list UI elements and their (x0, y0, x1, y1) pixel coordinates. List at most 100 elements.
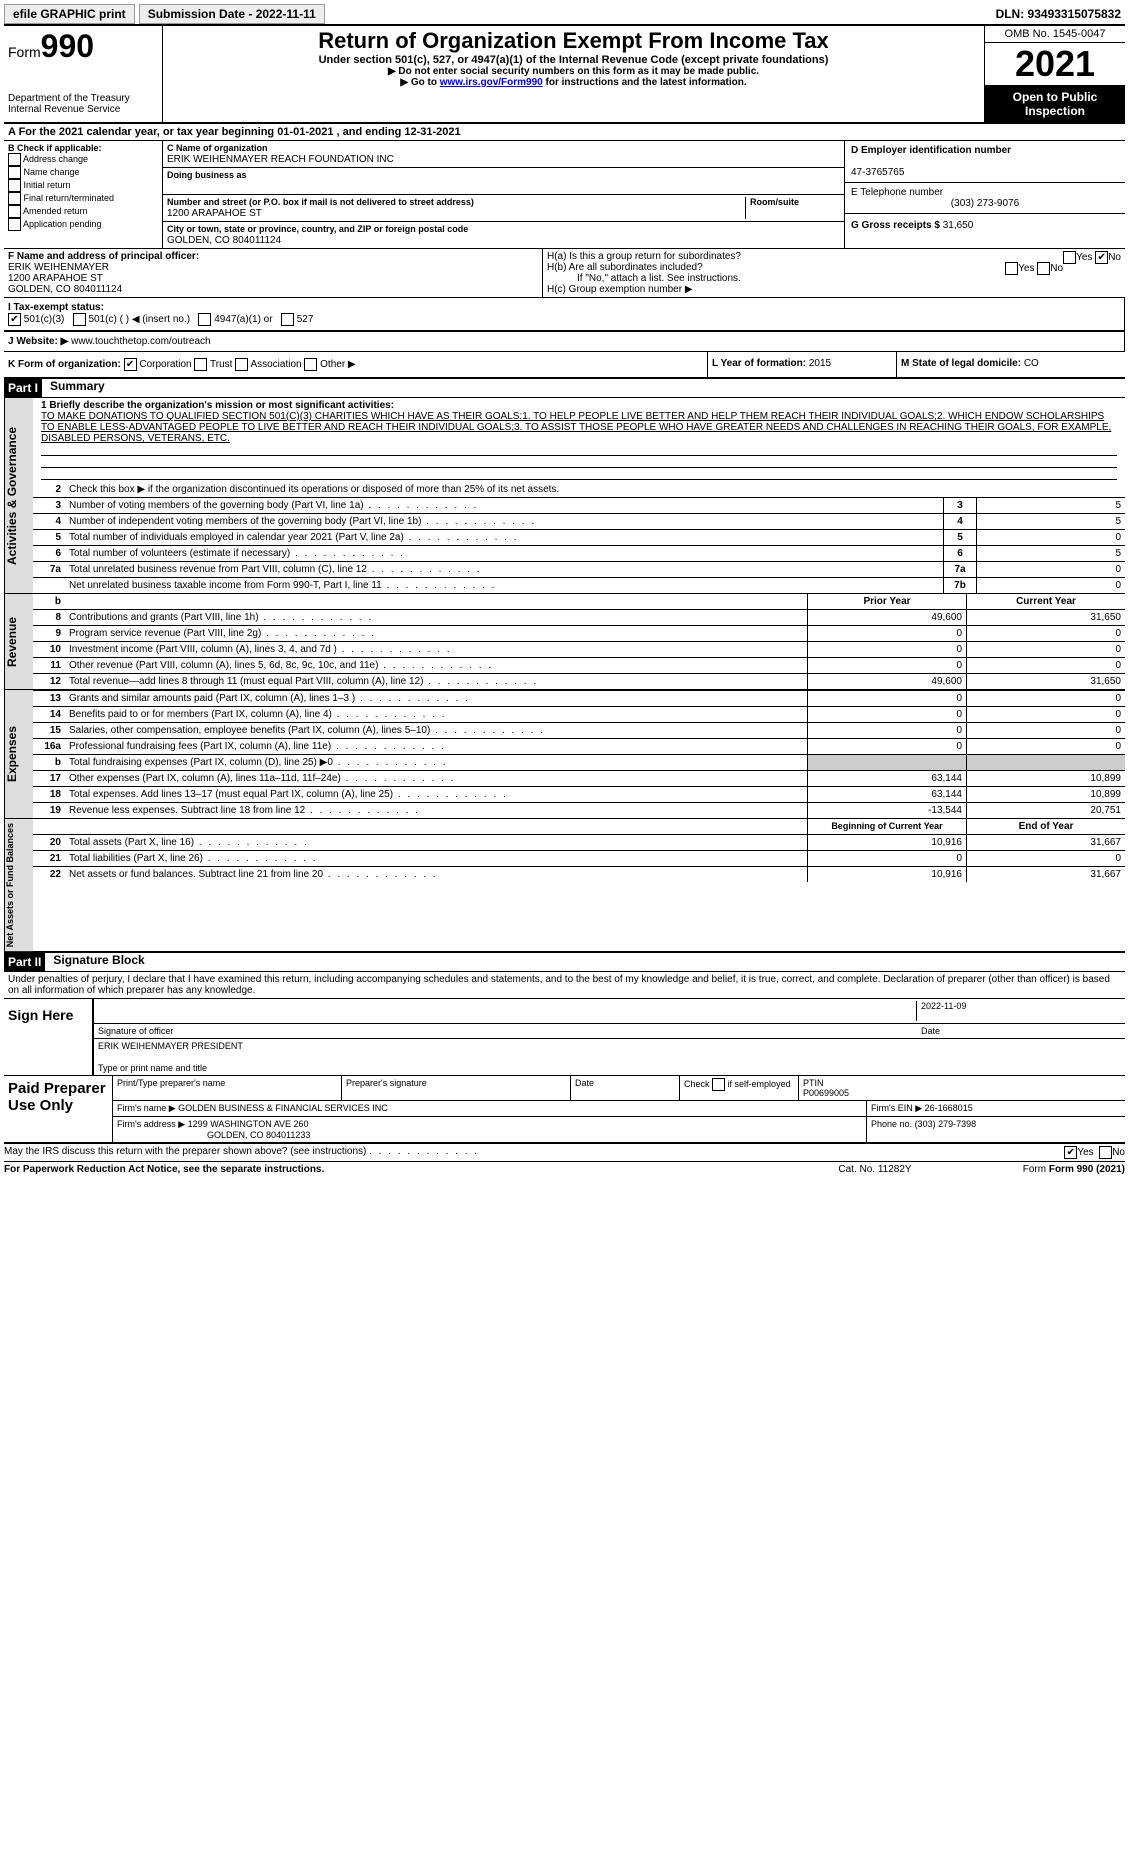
website-value: www.touchthetop.com/outreach (71, 336, 211, 347)
street-address: 1200 ARAPAHOE ST (167, 208, 262, 219)
firm-addr-1: 1299 WASHINGTON AVE 260 (188, 1119, 309, 1129)
dept-label: Department of the Treasury (8, 93, 158, 104)
prep-date-header: Date (571, 1076, 680, 1100)
discuss-label: May the IRS discuss this return with the… (4, 1146, 366, 1157)
box-c: C Name of organization ERIK WEIHENMAYER … (163, 141, 844, 248)
domicile-value: CO (1024, 358, 1039, 369)
summary-row: 5Total number of individuals employed in… (33, 529, 1125, 545)
row-i: I Tax-exempt status: 501(c)(3) 501(c) ( … (4, 298, 1125, 332)
firm-name-value: GOLDEN BUSINESS & FINANCIAL SERVICES INC (178, 1103, 388, 1113)
501c-checkbox[interactable] (73, 313, 86, 326)
financial-row: 11Other revenue (Part VIII, column (A), … (33, 657, 1125, 673)
irs-link[interactable]: www.irs.gov/Form990 (440, 77, 543, 88)
ein-label: D Employer identification number (851, 145, 1011, 156)
row-klm: K Form of organization: Corporation Trus… (4, 352, 1125, 379)
prep-sig-header: Preparer's signature (342, 1076, 571, 1100)
officer-label: F Name and address of principal officer: (8, 251, 199, 262)
part-2-title: Signature Block (45, 953, 144, 971)
header-right: OMB No. 1545-0047 2021 Open to Public In… (984, 26, 1125, 122)
financial-row: 12Total revenue—add lines 8 through 11 (… (33, 673, 1125, 689)
part-1-header: Part I Summary (4, 379, 1125, 398)
dln-label: DLN: 93493315075832 (996, 7, 1125, 21)
box-b-checkbox[interactable] (8, 205, 21, 218)
box-b-checkbox[interactable] (8, 179, 21, 192)
activities-side-label: Activities & Governance (4, 398, 33, 593)
mission-text: TO MAKE DONATIONS TO QUALIFIED SECTION 5… (41, 411, 1111, 444)
part-2-num: Part II (4, 953, 45, 971)
submission-button[interactable]: Submission Date - 2022-11-11 (139, 4, 325, 24)
box-b-checkbox[interactable] (8, 166, 21, 179)
sig-officer-label: Signature of officer (98, 1026, 921, 1036)
financial-row: 19Revenue less expenses. Subtract line 1… (33, 802, 1125, 818)
name-label: C Name of organization (167, 143, 268, 153)
firm-ein-value: 26-1668015 (925, 1103, 973, 1113)
discuss-yes-checkbox[interactable] (1064, 1146, 1077, 1159)
row-j: J Website: ▶ www.touchthetop.com/outreac… (4, 332, 1125, 352)
netassets-section: Net Assets or Fund Balances Beginning of… (4, 819, 1125, 953)
form-number: 990 (41, 28, 94, 64)
tax-status-label: I Tax-exempt status: (8, 302, 104, 313)
box-b-checkbox[interactable] (8, 153, 21, 166)
domicile-label: M State of legal domicile: (901, 358, 1021, 369)
firm-phone-label: Phone no. (871, 1119, 912, 1129)
phone-label: E Telephone number (851, 187, 943, 198)
form-org-label: K Form of organization: (8, 359, 121, 370)
dba-label: Doing business as (167, 170, 247, 180)
sub3-pre: ▶ Go to (400, 77, 439, 88)
summary-row: 4Number of independent voting members of… (33, 513, 1125, 529)
hb-label: H(b) Are all subordinates included? (547, 262, 703, 273)
line-2: Check this box ▶ if the organization dis… (69, 484, 559, 495)
end-year-header: End of Year (966, 819, 1125, 834)
hb-no-checkbox[interactable] (1037, 262, 1050, 275)
summary-row: Net unrelated business taxable income fr… (33, 577, 1125, 593)
sig-date-value: 2022-11-09 (916, 1001, 1121, 1021)
box-b-checkbox[interactable] (8, 218, 21, 231)
self-employed-checkbox[interactable] (712, 1078, 725, 1091)
ein-value: 47-3765765 (851, 167, 904, 178)
penalties-text: Under penalties of perjury, I declare th… (4, 972, 1125, 998)
ha-no-checkbox[interactable] (1095, 251, 1108, 264)
subtitle-1: Under section 501(c), 527, or 4947(a)(1)… (171, 54, 976, 66)
ha-yes-checkbox[interactable] (1063, 251, 1076, 264)
mission-label: 1 Briefly describe the organization's mi… (41, 400, 394, 411)
revenue-section: Revenue b Prior Year Current Year 8Contr… (4, 594, 1125, 690)
netassets-side-label: Net Assets or Fund Balances (4, 819, 33, 951)
financial-row: 22Net assets or fund balances. Subtract … (33, 866, 1125, 882)
subtitle-2: ▶ Do not enter social security numbers o… (171, 66, 976, 77)
4947-checkbox[interactable] (198, 313, 211, 326)
gross-value: 31,650 (943, 220, 974, 231)
firm-phone-value: (303) 279-7398 (915, 1119, 977, 1129)
corp-checkbox[interactable] (124, 358, 137, 371)
form-title: Return of Organization Exempt From Incom… (171, 28, 976, 54)
assoc-checkbox[interactable] (235, 358, 248, 371)
sign-here-label: Sign Here (4, 999, 92, 1075)
efile-button[interactable]: efile GRAPHIC print (4, 4, 135, 24)
financial-row: 13Grants and similar amounts paid (Part … (33, 690, 1125, 706)
year-formation-label: L Year of formation: (712, 358, 806, 369)
527-checkbox[interactable] (281, 313, 294, 326)
paperwork-notice: For Paperwork Reduction Act Notice, see … (4, 1164, 324, 1175)
501c3-checkbox[interactable] (8, 313, 21, 326)
financial-row: 16aProfessional fundraising fees (Part I… (33, 738, 1125, 754)
city-label: City or town, state or province, country… (167, 224, 468, 234)
omb-number: OMB No. 1545-0047 (985, 26, 1125, 43)
financial-row: 21Total liabilities (Part X, line 26)00 (33, 850, 1125, 866)
current-year-header: Current Year (966, 594, 1125, 609)
firm-ein-label: Firm's EIN ▶ (871, 1103, 922, 1113)
hb-yes-checkbox[interactable] (1005, 262, 1018, 275)
org-name: ERIK WEIHENMAYER REACH FOUNDATION INC (167, 154, 394, 165)
financial-row: 8Contributions and grants (Part VIII, li… (33, 609, 1125, 625)
officer-city: GOLDEN, CO 804011124 (8, 284, 122, 295)
box-b-checkbox[interactable] (8, 192, 21, 205)
year-formation-value: 2015 (809, 358, 831, 369)
trust-checkbox[interactable] (194, 358, 207, 371)
other-checkbox[interactable] (304, 358, 317, 371)
firm-addr-label: Firm's address ▶ (117, 1119, 185, 1129)
officer-name-printed: ERIK WEIHENMAYER PRESIDENT (98, 1041, 243, 1059)
begin-year-header: Beginning of Current Year (807, 819, 966, 834)
top-bar: efile GRAPHIC print Submission Date - 20… (4, 4, 1125, 26)
form-footer: Form Form 990 (2021) (975, 1164, 1125, 1175)
section-bcdeg: B Check if applicable: Address change Na… (4, 141, 1125, 249)
discuss-no-checkbox[interactable] (1099, 1146, 1112, 1159)
ptin-value: P00699005 (803, 1088, 849, 1098)
